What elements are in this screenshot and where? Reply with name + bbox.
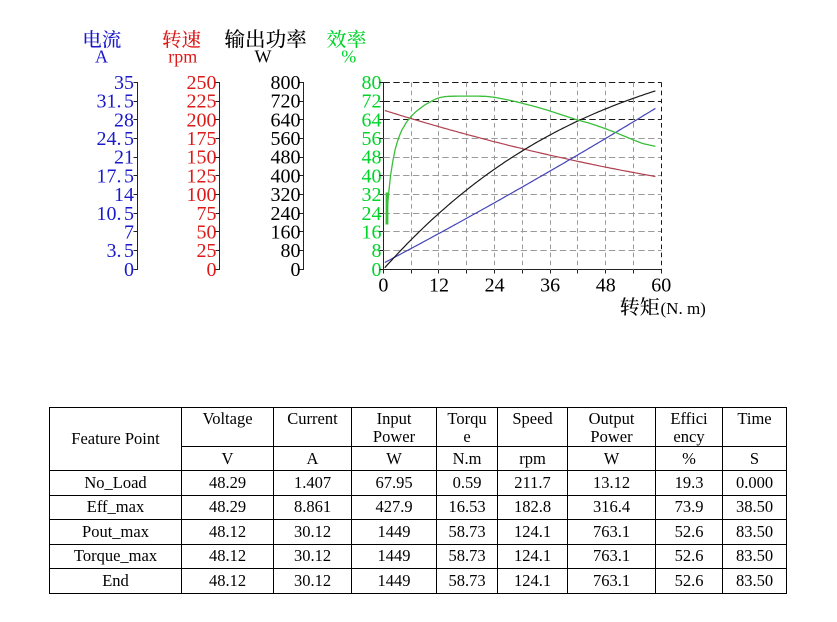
svg-text:240: 240 <box>271 203 301 225</box>
svg-text:14: 14 <box>114 184 134 206</box>
svg-text:(N. m): (N. m) <box>661 299 706 318</box>
svg-text:640: 640 <box>271 109 301 131</box>
svg-text:160: 160 <box>271 222 301 244</box>
svg-text:64: 64 <box>362 109 382 131</box>
svg-text:125: 125 <box>187 165 217 187</box>
svg-text:24.5: 24. 5 <box>97 128 135 150</box>
svg-text:0: 0 <box>372 259 382 281</box>
svg-text:40: 40 <box>362 165 382 187</box>
svg-text:0: 0 <box>207 259 217 281</box>
svg-text:48: 48 <box>596 275 616 297</box>
svg-text:W: W <box>255 47 272 67</box>
svg-text:800: 800 <box>271 72 301 94</box>
svg-text:48: 48 <box>362 147 382 169</box>
svg-text:31.5: 31. 5 <box>97 91 135 113</box>
svg-text:8: 8 <box>372 240 382 262</box>
svg-text:720: 720 <box>271 91 301 113</box>
svg-text:21: 21 <box>114 147 134 169</box>
svg-text:35: 35 <box>114 72 134 94</box>
svg-text:60: 60 <box>651 275 671 297</box>
svg-text:0: 0 <box>291 259 301 281</box>
svg-text:32: 32 <box>362 184 382 206</box>
svg-text:A: A <box>95 47 108 67</box>
svg-text:25: 25 <box>197 240 217 262</box>
svg-text:0: 0 <box>124 259 134 281</box>
svg-text:7: 7 <box>124 222 134 244</box>
svg-text:24: 24 <box>362 203 382 225</box>
svg-text:560: 560 <box>271 128 301 150</box>
svg-text:200: 200 <box>187 109 217 131</box>
svg-text:36: 36 <box>540 275 560 297</box>
svg-text:56: 56 <box>362 128 382 150</box>
svg-text:28: 28 <box>114 109 134 131</box>
svg-text:80: 80 <box>281 240 301 262</box>
svg-text:50: 50 <box>197 222 217 244</box>
svg-text:320: 320 <box>271 184 301 206</box>
svg-text:150: 150 <box>187 147 217 169</box>
svg-text:17.5: 17. 5 <box>97 165 135 187</box>
svg-text:100: 100 <box>187 184 217 206</box>
svg-text:250: 250 <box>187 72 217 94</box>
svg-text:72: 72 <box>362 91 382 113</box>
svg-text:75: 75 <box>197 203 217 225</box>
svg-text:80: 80 <box>362 72 382 94</box>
svg-text:480: 480 <box>271 147 301 169</box>
svg-text:10.5: 10. 5 <box>97 203 135 225</box>
svg-text:12: 12 <box>429 275 449 297</box>
svg-text:%: % <box>341 47 356 67</box>
svg-text:24: 24 <box>485 275 505 297</box>
svg-text:225: 225 <box>187 91 217 113</box>
svg-text:rpm: rpm <box>168 47 197 67</box>
svg-text:3.5: 3. 5 <box>107 240 135 262</box>
svg-text:0: 0 <box>378 275 388 297</box>
svg-text:175: 175 <box>187 128 217 150</box>
svg-text:16: 16 <box>362 222 382 244</box>
svg-text:400: 400 <box>271 165 301 187</box>
